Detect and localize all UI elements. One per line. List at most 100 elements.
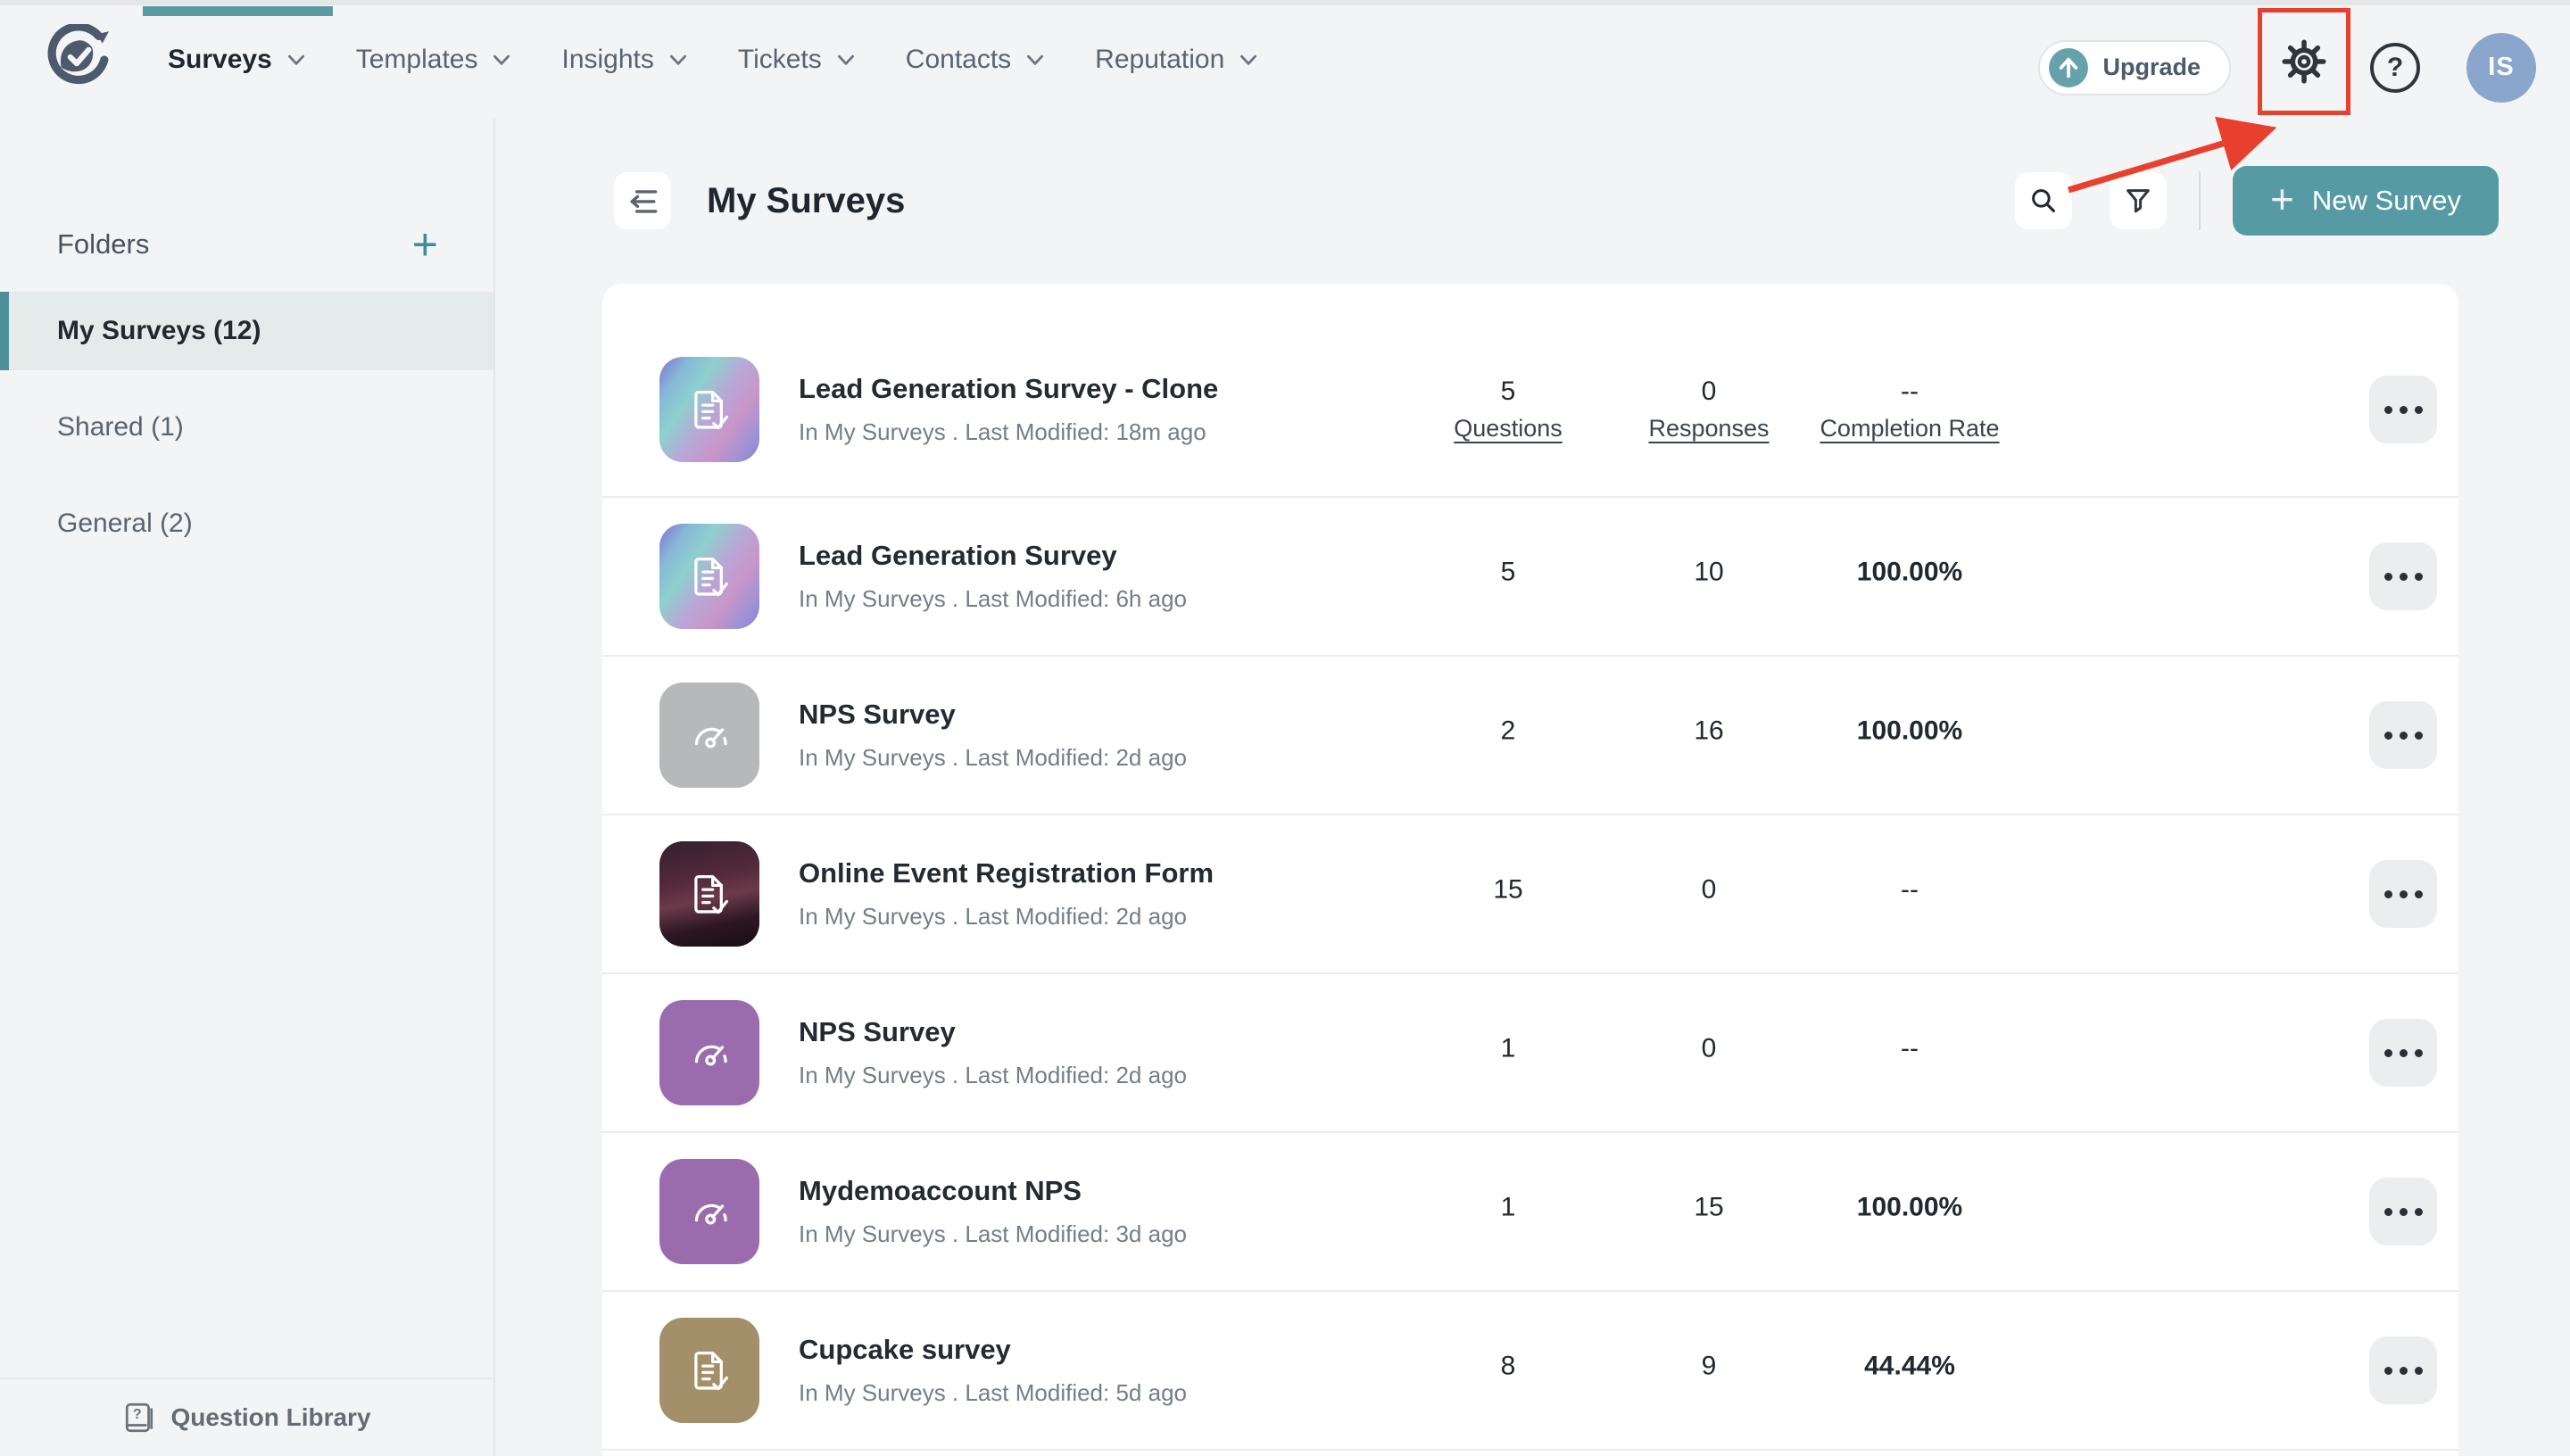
nav-item-label: Tickets [737, 44, 822, 74]
completion-label[interactable]: Completion Rate [1820, 415, 2000, 442]
survey-meta: In My Surveys . Last Modified: 6h ago [799, 585, 1187, 612]
row-menu-button[interactable] [2369, 1336, 2437, 1404]
document-check-icon [694, 391, 728, 430]
nav-item-label: Contacts [905, 44, 1012, 74]
chevron-down-icon [669, 54, 686, 65]
survey-title[interactable]: NPS Survey [799, 699, 956, 730]
add-folder-button[interactable]: + [412, 222, 438, 267]
nav-item-insights[interactable]: Insights [561, 45, 689, 75]
collapse-sidebar-button[interactable] [614, 172, 671, 229]
help-button[interactable]: ? [2370, 42, 2420, 93]
settings-gear-button[interactable] [2278, 36, 2330, 87]
survey-title[interactable]: Online Event Registration Form [799, 857, 1215, 889]
survey-row: Lead Generation Survey - Clone In My Sur… [602, 284, 2458, 498]
completion-value: 100.00% [1856, 1192, 1963, 1222]
folder-list: My Surveys (12) Shared (1) General (2) [0, 292, 493, 563]
ellipsis-icon [2383, 405, 2392, 414]
gauge-icon [694, 1045, 727, 1066]
ellipsis-icon [2383, 1366, 2392, 1375]
question-library-label: Question Library [170, 1403, 371, 1431]
sidebar-item-general-2[interactable]: General (2) [0, 484, 493, 563]
gear-icon [2282, 38, 2326, 84]
chevron-down-icon [493, 54, 510, 65]
primary-nav: Surveys Templates Insights Tickets Conta… [143, 5, 1260, 75]
row-menu-button[interactable] [2369, 701, 2437, 769]
responses-label[interactable]: Responses [1648, 415, 1770, 442]
nav-item-label: Reputation [1095, 44, 1225, 74]
survey-thumbnail[interactable] [659, 1159, 759, 1264]
survey-row: Mydemoaccount NPS In My Surveys . Last M… [602, 1133, 2458, 1292]
search-button[interactable] [2015, 172, 2073, 229]
nav-item-surveys[interactable]: Surveys [143, 5, 333, 75]
questions-column: 8 [1446, 1352, 1571, 1390]
page-title: My Surveys [707, 180, 906, 220]
filter-funnel-icon [2126, 189, 2150, 213]
completion-value: 100.00% [1856, 716, 1963, 746]
responses-value: 0 [1701, 1033, 1717, 1063]
sidebar-item-shared-1[interactable]: Shared (1) [0, 388, 493, 467]
chevron-down-icon [1240, 54, 1257, 65]
survey-thumbnail[interactable] [659, 357, 759, 462]
survey-thumbnail[interactable] [659, 524, 759, 629]
completion-value: -- [1901, 874, 1919, 905]
new-survey-button[interactable]: + New Survey [2233, 166, 2499, 236]
survey-title[interactable]: Lead Generation Survey - Clone [799, 373, 1219, 404]
question-library-book-icon: ? [122, 1401, 156, 1435]
survey-info: NPS Survey In My Surveys . Last Modified… [799, 1016, 2369, 1089]
survey-list-card: Lead Generation Survey - Clone In My Sur… [602, 284, 2458, 1456]
survey-meta: In My Surveys . Last Modified: 2d ago [799, 903, 1187, 930]
row-menu-button[interactable] [2369, 542, 2437, 610]
folder-item-label: General (2) [57, 509, 193, 538]
main-header: My Surveys + New Survey [614, 166, 2499, 236]
survey-thumbnail[interactable] [659, 1318, 759, 1423]
row-menu-button[interactable] [2369, 1019, 2437, 1087]
row-menu-button[interactable] [2369, 860, 2437, 928]
survey-thumbnail[interactable] [659, 682, 759, 788]
main-content: My Surveys + New Survey [495, 119, 2570, 1456]
questions-column: 5 [1446, 558, 1571, 596]
questions-column: 1 [1446, 1034, 1571, 1072]
survey-meta: In My Surveys . Last Modified: 18m ago [799, 418, 1206, 445]
completion-column: -- [1794, 875, 2026, 914]
questions-column: 1 [1446, 1193, 1571, 1231]
plus-icon: + [411, 219, 438, 269]
sidebar-item-my-surveys-12[interactable]: My Surveys (12) [0, 292, 493, 370]
survey-info: Lead Generation Survey - Clone In My Sur… [799, 373, 2369, 446]
questions-value: 8 [1500, 1351, 1516, 1381]
survey-title[interactable]: Mydemoaccount NPS [799, 1175, 1082, 1206]
responses-value: 0 [1701, 874, 1717, 905]
responses-value: 10 [1694, 557, 1724, 587]
responses-value: 16 [1694, 716, 1724, 746]
nav-item-reputation[interactable]: Reputation [1095, 45, 1260, 75]
responses-column: 16 [1646, 716, 1771, 755]
collapse-panel-icon [630, 190, 658, 213]
responses-column: 10 [1646, 558, 1771, 596]
survey-meta: In My Surveys . Last Modified: 2d ago [799, 1062, 1187, 1088]
completion-column: 100.00% [1794, 716, 2026, 755]
user-avatar[interactable]: IS [2466, 32, 2536, 103]
upgrade-button[interactable]: Upgrade [2038, 39, 2231, 95]
nav-item-templates[interactable]: Templates [356, 45, 514, 75]
avatar-initials: IS [2488, 53, 2515, 81]
row-menu-button[interactable] [2369, 1178, 2437, 1245]
nav-item-tickets[interactable]: Tickets [738, 45, 858, 75]
survey-info: Online Event Registration Form In My Sur… [799, 857, 2369, 931]
nav-item-contacts[interactable]: Contacts [906, 45, 1047, 75]
filter-button[interactable] [2110, 172, 2168, 229]
row-menu-button[interactable] [2369, 376, 2437, 443]
question-library-button[interactable]: ? Question Library [0, 1377, 493, 1456]
document-check-icon [694, 558, 728, 597]
survey-thumbnail[interactable] [659, 841, 759, 947]
survey-title[interactable]: NPS Survey [799, 1016, 956, 1047]
survey-info: NPS Survey In My Surveys . Last Modified… [799, 699, 2369, 772]
survey-title[interactable]: Cupcake survey [799, 1334, 1011, 1365]
survey-meta: In My Surveys . Last Modified: 2d ago [799, 744, 1187, 771]
top-nav-bar: Surveys Templates Insights Tickets Conta… [0, 0, 2570, 119]
ellipsis-icon [2383, 1048, 2392, 1057]
survey-thumbnail[interactable] [659, 1000, 759, 1105]
nav-item-label: Insights [561, 44, 654, 74]
questions-label[interactable]: Questions [1454, 415, 1563, 442]
survey-info: Lead Generation Survey In My Surveys . L… [799, 540, 2369, 613]
folder-item-label: My Surveys (12) [57, 316, 261, 345]
survey-title[interactable]: Lead Generation Survey [799, 540, 1117, 571]
